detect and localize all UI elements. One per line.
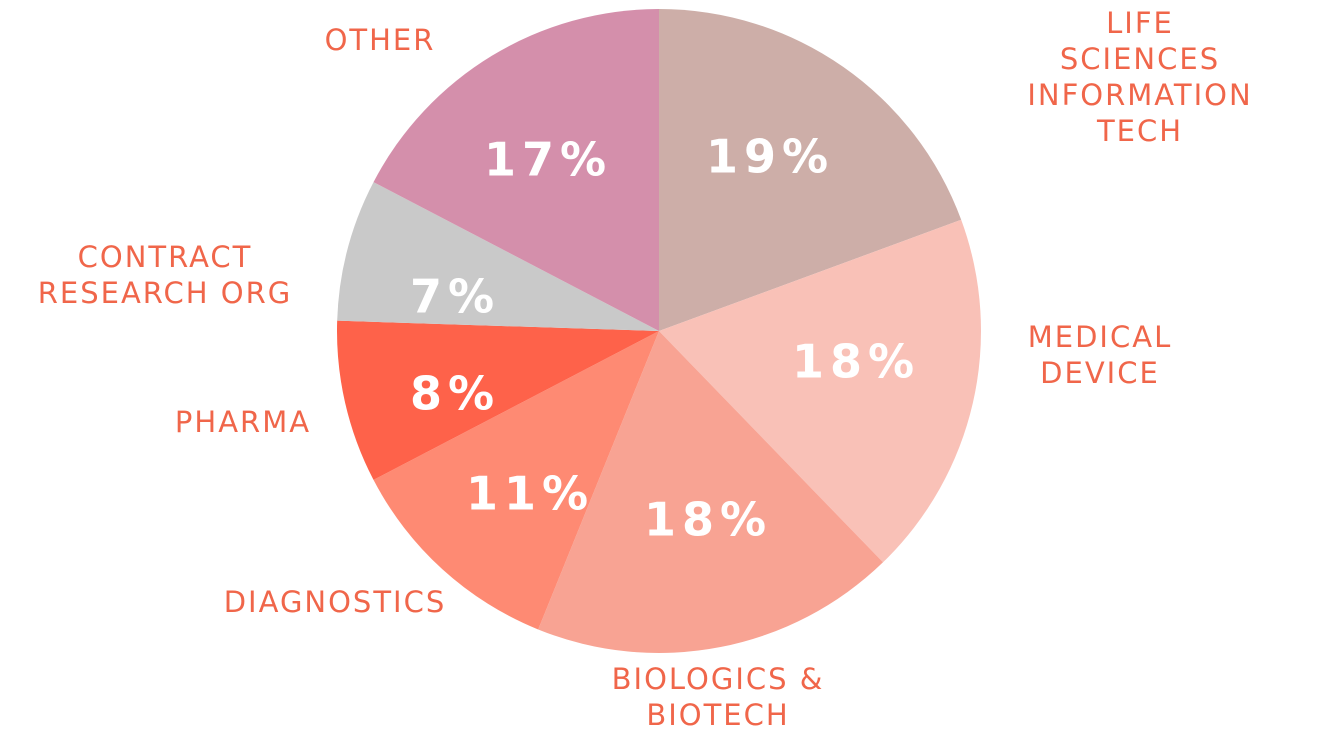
category-label: BIOLOGICS & BIOTECH [611,662,825,731]
pie-slice [337,320,659,480]
value-label: 7% [410,270,500,324]
value-label: 11% [466,467,594,521]
value-label: 8% [410,367,500,421]
pie-slice [373,8,659,331]
category-label: LIFE SCIENCES INFORMATION TECH [1027,6,1253,148]
category-label: CONTRACT RESEARCH ORG [37,240,293,310]
value-label: 19% [706,130,834,184]
pie-slice [337,182,659,331]
value-label: 18% [792,335,920,389]
category-label: DIAGNOSTICS [223,585,447,619]
value-label: 18% [644,493,772,547]
pie-slice [373,331,659,630]
pie-slice [538,331,884,654]
pie-slice [659,219,981,563]
category-label: OTHER [324,23,436,57]
category-label: MEDICAL DEVICE [1027,320,1173,390]
category-label: PHARMA [174,405,312,439]
value-label: 17% [484,133,612,187]
pie-slice [659,9,962,331]
